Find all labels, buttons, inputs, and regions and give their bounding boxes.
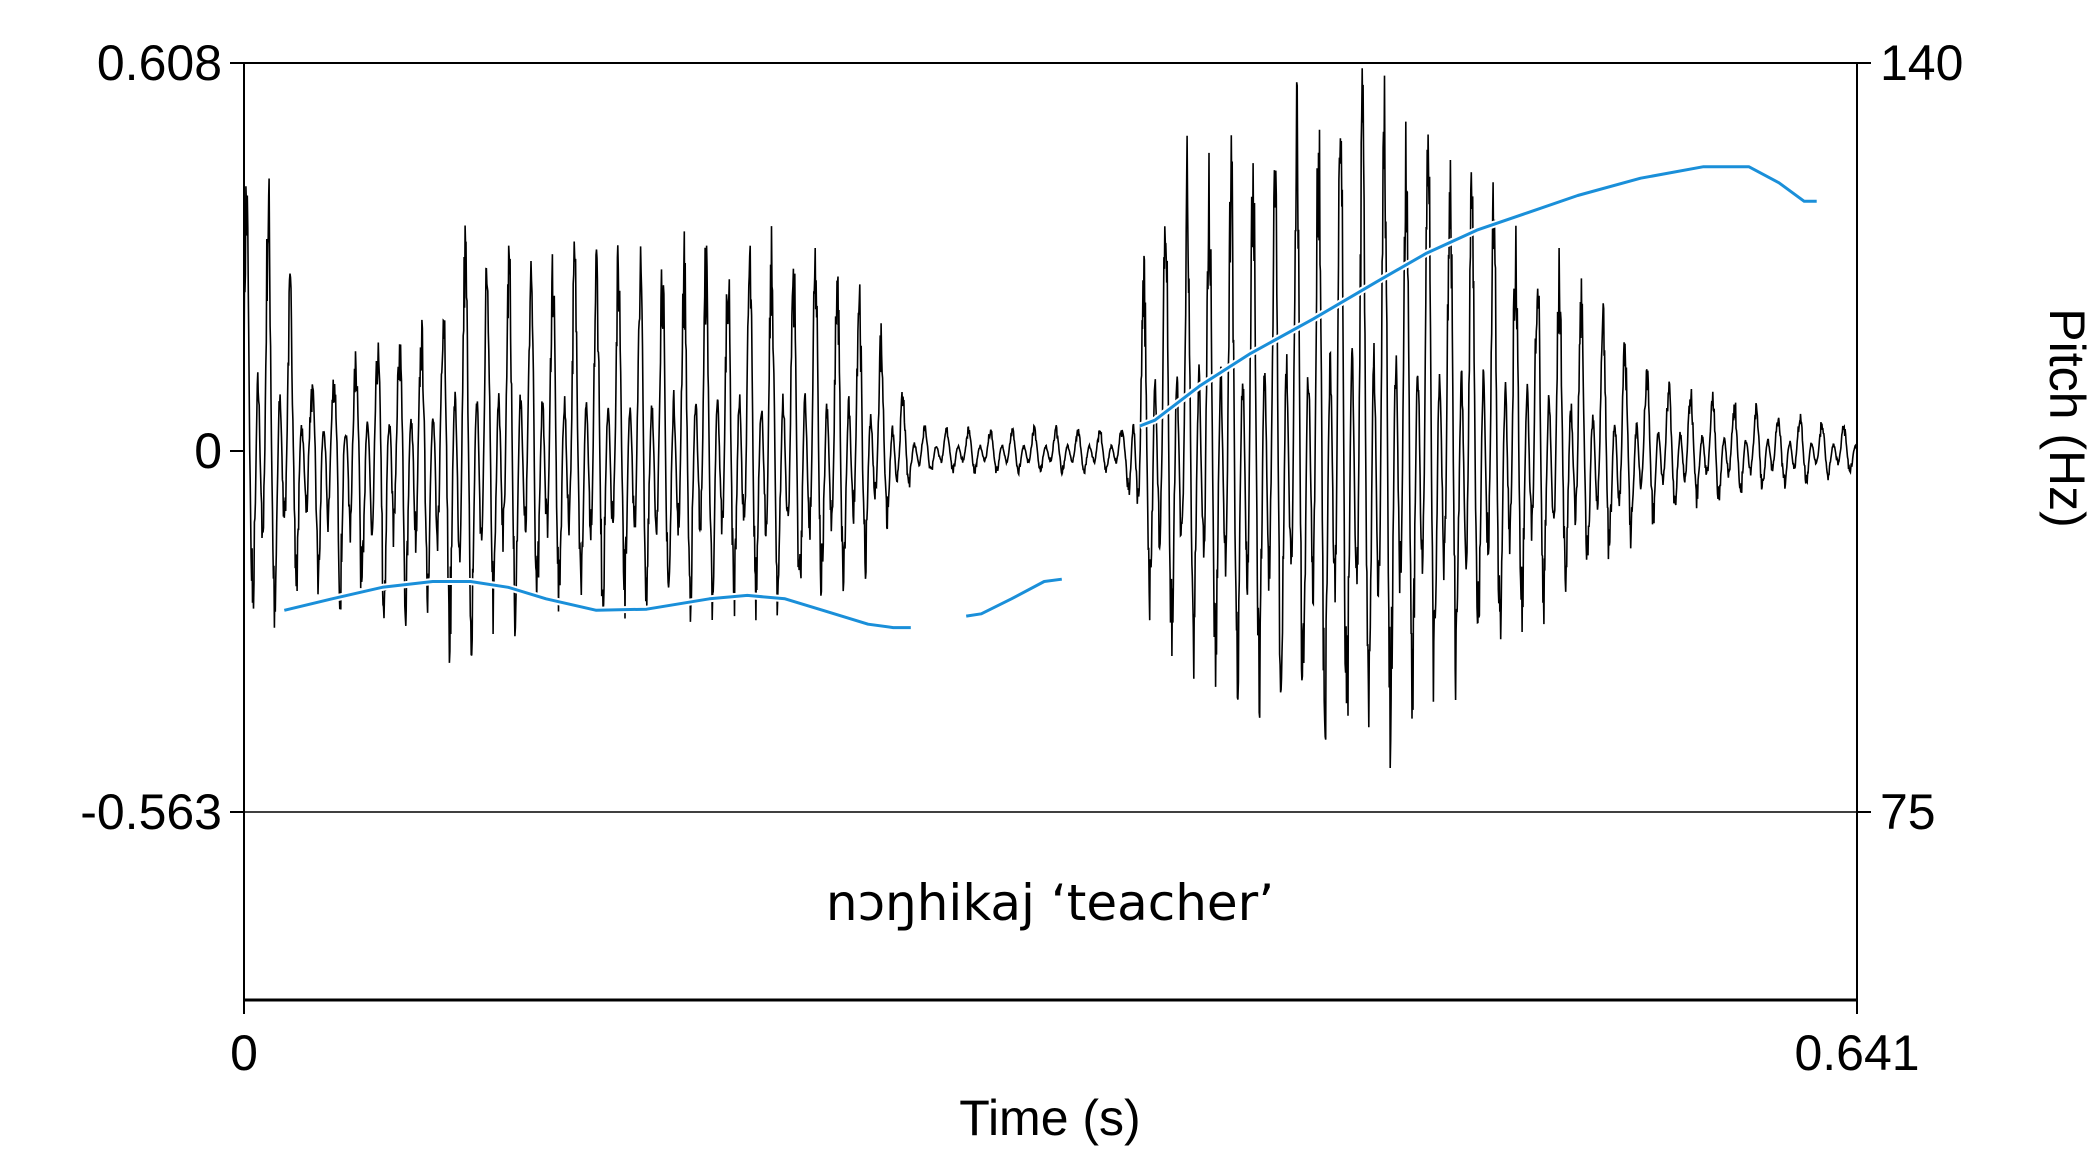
pitch-segment-3 xyxy=(1139,165,1817,428)
pitch-tick-label-min: 75 xyxy=(1880,784,1936,840)
y-tick-label-min: -0.563 xyxy=(80,784,222,840)
y-tick-label-max: 0.608 xyxy=(97,35,222,91)
y-tick-label-zero: 0 xyxy=(194,423,222,479)
waveform-line xyxy=(243,68,1858,769)
x-tick-label-end: 0.641 xyxy=(1794,1025,1919,1081)
annotation-gloss: nɔŋhikaj ‘teacher’ xyxy=(826,874,1274,932)
waveform-layer xyxy=(243,68,1858,769)
pitch-layer xyxy=(283,163,1817,632)
right-axis-title: Pitch (Hz) xyxy=(2039,308,2095,527)
pitch-segment-1 xyxy=(283,580,911,630)
pitch-segment-2 xyxy=(965,577,1062,618)
pitch-tick-label-max: 140 xyxy=(1880,35,1963,91)
pitch-segment-halo-3 xyxy=(1138,163,1817,430)
x-axis-title: Time (s) xyxy=(959,1090,1140,1146)
x-tick-label-start: 0 xyxy=(230,1025,258,1081)
